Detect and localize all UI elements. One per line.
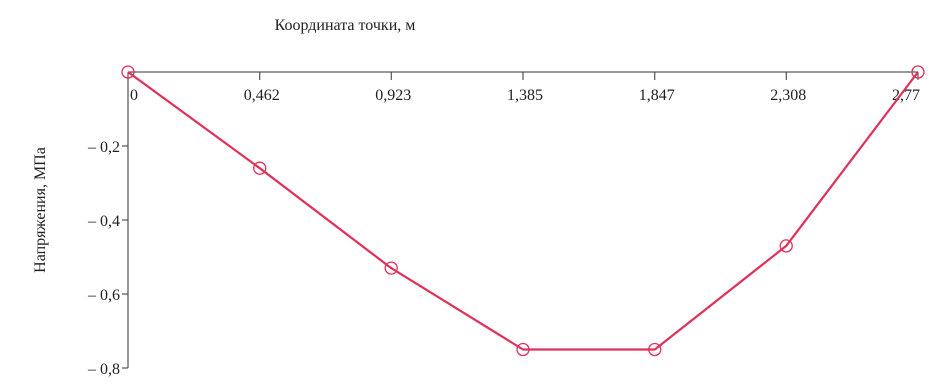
y-tick-label: – 0,4 [87,213,120,230]
data-point [911,65,925,79]
x-axis-title: Координата точки, м [275,17,416,34]
series-layer [121,65,925,357]
x-tick-label: 0 [130,87,138,104]
data-point [648,342,662,357]
x-tick-label: 1,847 [639,87,675,104]
y-tick-label: – 0,6 [87,287,120,304]
x-tick-label: 2,77 [892,87,920,104]
x-tick-label: 1,385 [507,87,543,104]
y-tick-label: – 0,2 [87,139,120,156]
data-point [384,261,398,275]
data-point [253,161,267,175]
x-tick-label: 2,308 [770,87,806,104]
data-point [516,342,530,357]
data-point [121,65,135,79]
y-ticks: – 0,2 – 0,4 – 0,6 – 0,8 [87,139,128,378]
series-line [127,71,919,351]
x-tick-label: 0,462 [244,87,280,104]
y-tick-label: – 0,8 [87,361,120,378]
data-point [779,239,793,253]
y-axis-title: Напряжения, МПа [32,147,49,273]
x-tick-label: 0,923 [375,87,411,104]
x-ticks: 0 0,462 0,923 1,385 1,847 2,308 2,77 [127,72,920,104]
